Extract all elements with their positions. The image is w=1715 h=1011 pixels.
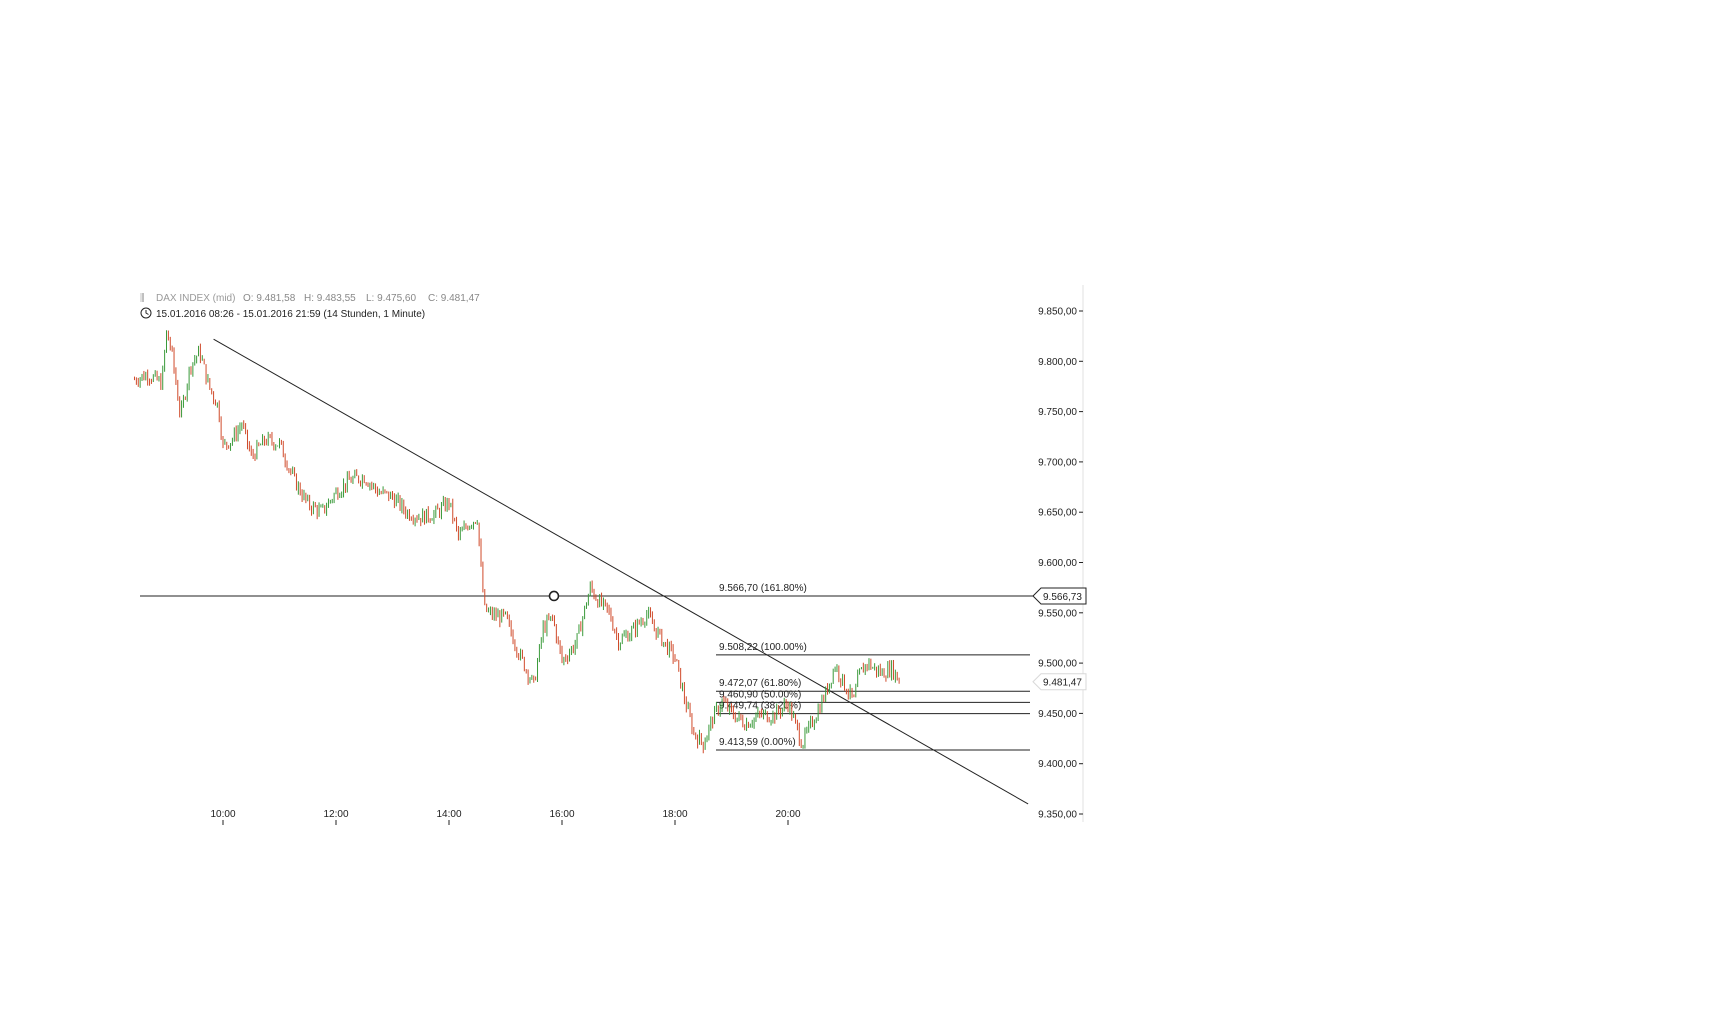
y-tick-label: 9.700,00 xyxy=(1038,457,1077,468)
y-tick-label: 9.850,00 xyxy=(1038,307,1077,318)
price-candles xyxy=(133,330,900,754)
trendline xyxy=(213,338,1029,805)
bars-icon: ⫼ xyxy=(140,293,145,304)
fib-level-label: 9.460,90 (50.00%) xyxy=(719,689,801,700)
x-axis: 10:00 12:00 14:00 16:00 18:00 20:00 xyxy=(210,809,801,825)
level-anchor-handle xyxy=(548,590,560,602)
y-tick-label: 9.650,00 xyxy=(1038,508,1077,519)
instrument-name: DAX INDEX (mid) xyxy=(156,293,235,304)
level-price-tag xyxy=(1032,587,1087,605)
level-price-label: 9.566,73 xyxy=(1043,592,1082,603)
ohlc-low: L: 9.475,60 xyxy=(366,293,416,304)
y-tick-label: 9.400,00 xyxy=(1038,759,1077,770)
fib-level-label: 9.472,07 (61.80%) xyxy=(719,678,801,689)
chart-header: ⫼ DAX INDEX (mid) O: 9.481,58 H: 9.483,5… xyxy=(140,293,480,320)
last-price-label: 9.481,47 xyxy=(1043,678,1082,689)
y-tick-label: 9.500,00 xyxy=(1038,659,1077,670)
y-tick-label: 9.800,00 xyxy=(1038,357,1077,368)
time-range: 15.01.2016 08:26 - 15.01.2016 21:59 (14 … xyxy=(156,309,425,320)
y-tick-label: 9.600,00 xyxy=(1038,558,1077,569)
fib-level-label: 9.413,59 (0.00%) xyxy=(719,737,796,748)
x-tick-label: 18:00 xyxy=(662,809,687,820)
y-tick-label: 9.350,00 xyxy=(1038,810,1077,821)
ohlc-close: C: 9.481,47 xyxy=(428,293,480,304)
last-price-tag xyxy=(1032,673,1087,691)
fib-level-label: 9.449,74 (38.20%) xyxy=(719,701,801,712)
y-tick-label: 9.550,00 xyxy=(1038,608,1077,619)
x-tick-label: 16:00 xyxy=(549,809,574,820)
fib-level-label: 9.508,22 (100.00%) xyxy=(719,642,807,653)
x-tick-label: 10:00 xyxy=(210,809,235,820)
fib-level-label: 9.566,70 (161.80%) xyxy=(719,583,807,594)
y-axis: 9.350,00 9.400,00 9.450,00 9.500,00 9.550,00… xyxy=(1032,285,1087,822)
ohlc-open: O: 9.481,58 xyxy=(243,293,296,304)
y-tick-label: 9.450,00 xyxy=(1038,709,1077,720)
x-tick-label: 14:00 xyxy=(436,809,461,820)
clock-icon xyxy=(140,307,152,319)
x-tick-label: 12:00 xyxy=(323,809,348,820)
y-tick-label: 9.750,00 xyxy=(1038,407,1077,418)
plot-area: 9.566,70 (161.80%) 9.508,22 (100.00%) 9.47… xyxy=(133,330,1065,805)
ohlc-high: H: 9.483,55 xyxy=(304,293,356,304)
x-tick-label: 20:00 xyxy=(775,809,800,820)
